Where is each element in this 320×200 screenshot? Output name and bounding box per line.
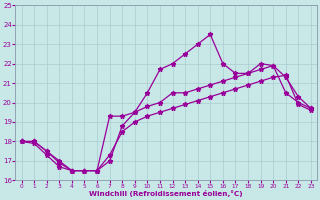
- X-axis label: Windchill (Refroidissement éolien,°C): Windchill (Refroidissement éolien,°C): [89, 190, 243, 197]
